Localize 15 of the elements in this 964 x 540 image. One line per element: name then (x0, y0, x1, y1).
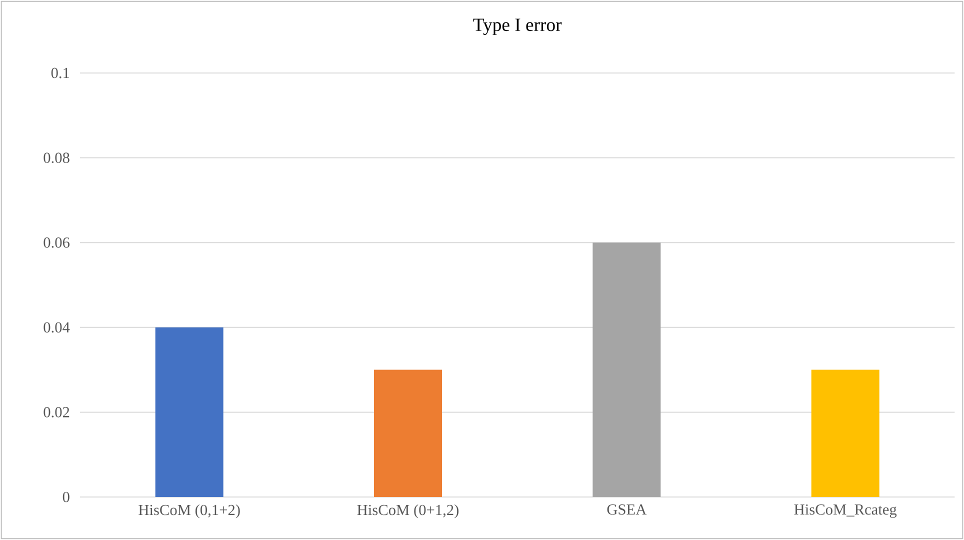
y-tick-label: 0.02 (44, 407, 70, 418)
y-tick-label: 0.1 (51, 68, 70, 78)
x-tick-label: GSEA (607, 504, 647, 515)
chart-title: Type I error (473, 18, 562, 35)
y-tick-label: 0.04 (44, 322, 70, 333)
y-tick-label: 0.08 (44, 152, 70, 163)
bar (592, 242, 661, 497)
y-tick-label: 0.06 (44, 237, 70, 248)
bar (374, 370, 442, 497)
x-tick-label: HisCoM (0+1,2) (357, 504, 459, 518)
y-tick-label: 0 (62, 492, 70, 502)
x-tick-label: HisCoM (0,1+2) (138, 504, 240, 518)
bar (155, 327, 224, 497)
bar (811, 370, 880, 497)
x-tick-label: HisCoM_Rcateg (794, 504, 897, 518)
